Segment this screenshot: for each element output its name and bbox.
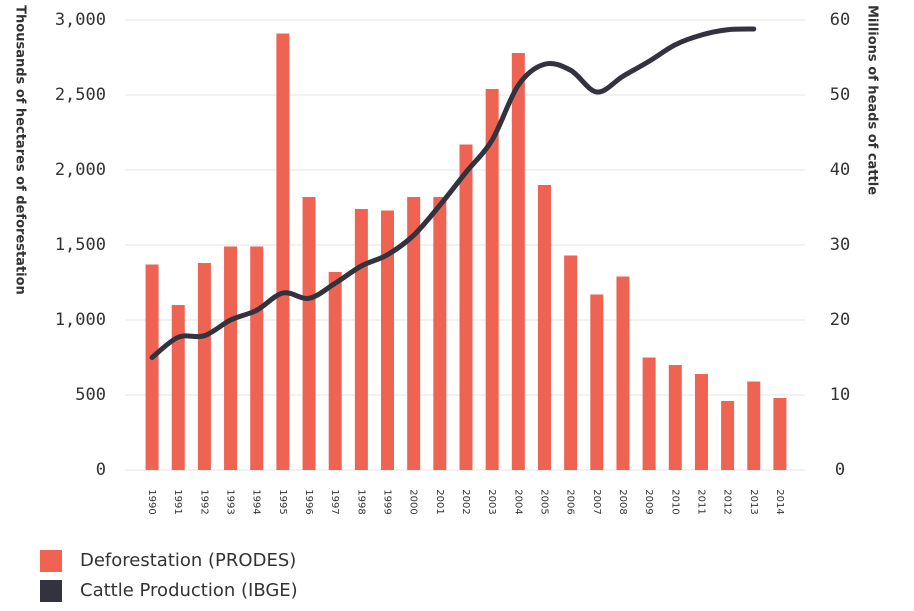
bar [407,197,421,470]
x-tick-label: 1997 [329,489,340,514]
legend-swatch [40,580,62,602]
bar [590,294,604,470]
x-tick-label: 1994 [251,489,262,514]
y-tick-label: 2,000 [55,160,106,180]
bar [564,255,578,470]
x-tick-label: 2014 [774,489,785,514]
bar [642,357,656,470]
y-tick-label: 0 [96,460,106,480]
x-tick-label: 2011 [695,489,706,514]
x-tick-label: 1999 [382,489,393,514]
bar [197,263,211,470]
y2-tick-label: 40 [830,160,850,180]
x-tick-label: 1992 [198,489,209,514]
x-tick-label: 2012 [722,489,733,514]
y2-tick-label: 60 [830,10,850,30]
y-tick-label: 2,500 [55,85,106,105]
x-tick-label: 2006 [565,489,576,514]
x-tick-label: 2005 [538,489,549,514]
x-tick-label: 1998 [355,489,366,514]
bar [302,197,316,470]
x-tick-label: 1990 [146,489,157,514]
legend-label: Cattle Production (IBGE) [80,580,298,601]
line [149,26,757,360]
y2-tick-label: 10 [830,385,850,405]
bar [171,305,185,470]
y-tick-label: 1,500 [55,235,106,255]
bar [511,53,525,470]
bar [668,365,682,470]
bar [328,272,342,470]
bar [694,374,708,470]
legend-label: Deforestation (PRODES) [80,550,296,571]
x-tick-label: 2007 [591,489,602,514]
x-tick-label: 1991 [172,489,183,514]
bar [459,144,473,470]
y2-tick-label: 50 [830,85,850,105]
x-tick-label: 2001 [434,489,445,514]
bar [773,398,787,470]
bar [433,197,447,470]
x-tick-label: 1995 [277,489,288,514]
y-tick-label: 3,000 [55,10,106,30]
legend-swatch [40,550,62,572]
y-tick-label: 500 [75,385,106,405]
x-tick-label: 1993 [225,489,236,514]
y2-tick-label: 0 [835,460,845,480]
x-tick-label: 2002 [460,489,471,514]
bar [145,264,159,470]
bar [721,401,735,470]
y-axis-title: Thousands of hectares of deforestation [13,5,28,295]
bar [224,246,238,470]
y2-tick-label: 20 [830,310,850,330]
bar [616,276,630,470]
x-tick-label: 2013 [748,489,759,514]
bar [485,89,499,470]
x-tick-label: 2000 [408,489,419,514]
x-tick-label: 2004 [512,489,523,514]
x-tick-label: 2010 [669,489,680,514]
bar [250,246,264,470]
x-tick-label: 2003 [486,489,497,514]
y2-tick-label: 30 [830,235,850,255]
y-tick-label: 1,000 [55,310,106,330]
bar [354,209,368,470]
x-tick-label: 2008 [617,489,628,514]
bar [381,210,395,470]
x-tick-label: 1996 [303,489,314,514]
bar [537,185,551,470]
x-tick-label: 2009 [643,489,654,514]
y2-axis-title: Millions of heads of cattle [865,5,880,195]
bar [747,381,761,470]
bar [276,33,290,470]
